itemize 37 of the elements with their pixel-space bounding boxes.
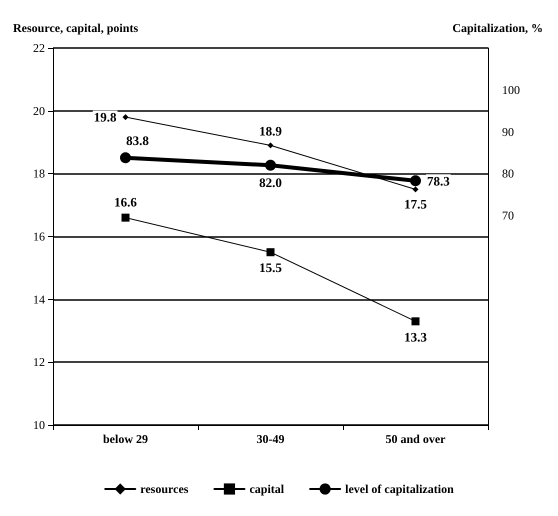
y2-tick-label: 80	[502, 166, 514, 181]
y2-axis-title: Capitalization, %	[452, 21, 543, 35]
data-label: 13.3	[404, 329, 428, 344]
data-label: 82.0	[259, 174, 282, 190]
legend-label: level of capitalization	[345, 482, 454, 496]
y-tick-label: 10	[33, 418, 45, 432]
x-tick-label: below 29	[103, 432, 148, 446]
point	[122, 114, 128, 120]
y-tick-label: 20	[33, 104, 45, 118]
point	[412, 317, 420, 326]
y2-tick-label: 100	[502, 82, 520, 97]
point	[122, 214, 130, 222]
point	[412, 186, 418, 192]
y-tick-label: 12	[33, 355, 45, 370]
data-label: 16.6	[114, 194, 138, 210]
point	[120, 152, 131, 164]
y-tick-label: 22	[33, 41, 45, 55]
data-label: 15.5	[259, 260, 282, 276]
legend-label: capital	[249, 482, 285, 496]
y-tick-label: 18	[33, 166, 45, 181]
data-label: 78.3	[427, 173, 450, 188]
data-label: 19.8	[94, 110, 117, 125]
x-tick-label: 50 and over	[386, 432, 446, 446]
data-label: 17.5	[404, 196, 428, 212]
y2-tick-label: 90	[502, 124, 514, 139]
x-tick-label: 30-49	[256, 432, 284, 446]
y-tick-label: 16	[33, 230, 45, 244]
point	[268, 142, 274, 148]
y-tick-label: 14	[33, 292, 45, 306]
point	[265, 160, 276, 171]
data-label: 83.8	[126, 133, 150, 148]
y-axis-title: Resource, capital, points	[13, 21, 138, 35]
point	[410, 175, 421, 186]
y2-tick-label: 70	[502, 208, 514, 223]
data-label: 18.9	[259, 123, 282, 138]
point	[266, 248, 274, 256]
legend-label: resources	[140, 482, 189, 496]
